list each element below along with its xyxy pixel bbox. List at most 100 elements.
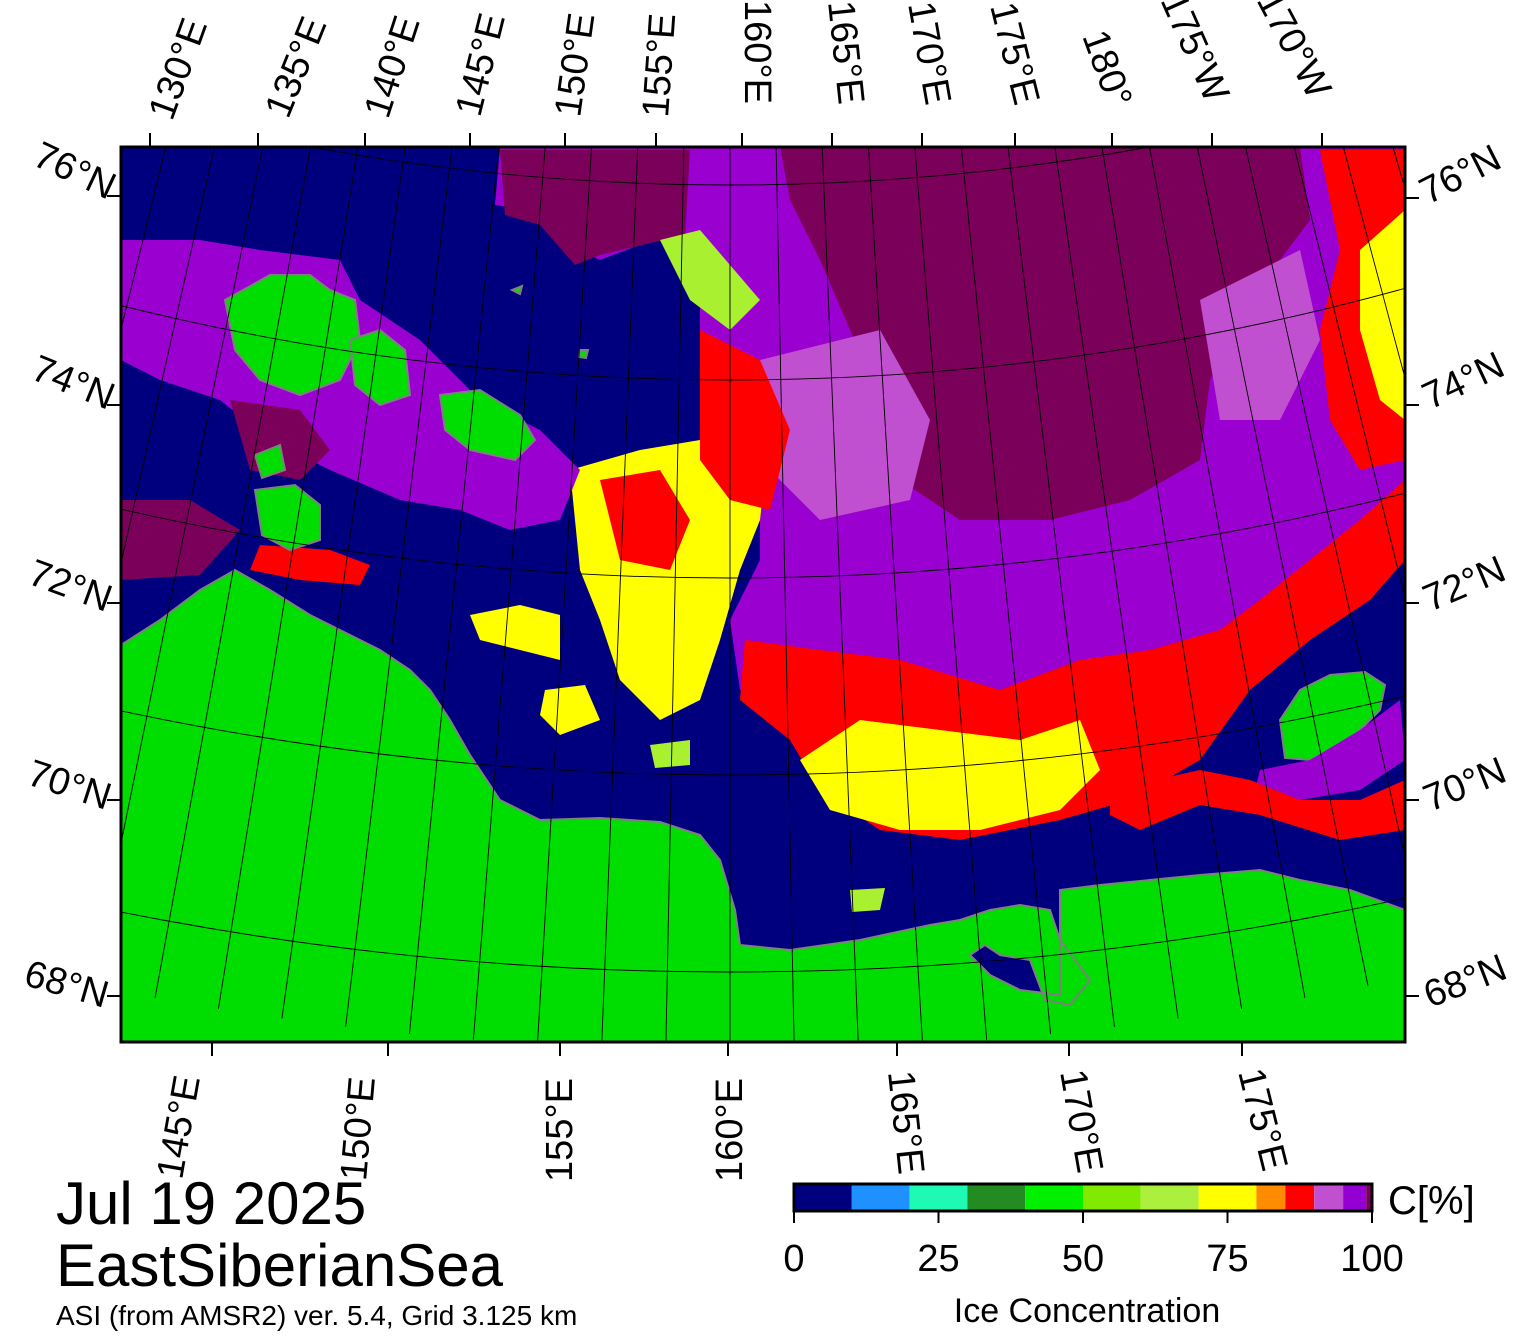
- island-novaya-sibir: [438, 388, 537, 462]
- lon-label-bottom: 150°E: [333, 1075, 384, 1182]
- graticule-meridian: [775, 147, 795, 1042]
- island-small: [509, 284, 524, 296]
- graticule-meridian: [281, 147, 406, 1019]
- graticule-meridian: [1196, 147, 1369, 986]
- lon-label-top: 170°W: [1248, 0, 1339, 105]
- lon-label-bottom: 170°E: [1051, 1066, 1110, 1176]
- colorbar-bin: [1140, 1184, 1199, 1211]
- colorbar-bin: [1285, 1184, 1315, 1211]
- lat-label-left: 74°N: [26, 348, 120, 419]
- lon-label-bottom: 175°E: [1229, 1064, 1295, 1175]
- marginal-ice-floe: [470, 605, 560, 660]
- right-latitude-labels: 76°N 74°N 72°N 70°N 68°N: [1413, 137, 1512, 1016]
- colorbar-tick-label: 75: [1206, 1238, 1248, 1280]
- lat-label-left: 70°N: [22, 752, 116, 818]
- lon-label-top: 180°: [1074, 25, 1140, 113]
- colorbar-bin: [1025, 1184, 1083, 1211]
- lon-label-top: 170°E: [899, 0, 958, 108]
- lon-label-top: 155°E: [635, 12, 684, 119]
- colorbar-bin: [851, 1184, 910, 1211]
- lon-label-bottom: 160°E: [709, 1078, 751, 1182]
- graticule-meridian: [217, 147, 359, 1009]
- graticule-meridian: [121, 147, 167, 332]
- map-frame: [119, 145, 1407, 1044]
- island-bunge: [348, 328, 412, 407]
- sea-ice-patch: [1200, 250, 1320, 420]
- graticule-meridian: [821, 147, 859, 1042]
- graticule-meridian: [868, 147, 923, 1042]
- graticule-meridian: [1293, 147, 1405, 600]
- sea-ice-patch: [760, 330, 930, 520]
- island-faddeyevsky: [253, 443, 287, 480]
- wrangel-red-band: [1110, 770, 1405, 840]
- colorbar-bin: [1198, 1184, 1257, 1211]
- graticule: [0, 8, 1527, 1042]
- top-longitude-labels: 130°E 135°E 140°E 145°E 150°E 155°E 160°…: [141, 0, 1339, 125]
- lon-label-top: 135°E: [257, 11, 335, 123]
- graticule-meridian: [1245, 147, 1405, 860]
- marginal-ice-central-red: [600, 470, 690, 570]
- lon-label-top: 175°W: [1152, 0, 1237, 108]
- graticule-meridian: [665, 147, 685, 1042]
- graticule-meridian: [914, 147, 988, 1040]
- lon-label-top: 160°E: [736, 0, 778, 104]
- lon-label-top: 165°E: [819, 0, 872, 106]
- graticule-meridian: [601, 147, 639, 1042]
- lon-label-bottom: 165°E: [879, 1069, 932, 1177]
- colorbar-tick-label: 100: [1340, 1238, 1403, 1280]
- graticule-meridian: [1496, 8, 1527, 866]
- colorbar-bins: [794, 1184, 1372, 1211]
- lon-label-top: 140°E: [357, 11, 429, 123]
- marginal-ice-floe: [850, 888, 885, 912]
- graticule-meridian: [0, 23, 7, 886]
- marginal-ice-yellow-south: [800, 720, 1100, 830]
- lat-label-right: 70°N: [1418, 750, 1512, 821]
- graticule-meridian: [960, 147, 1052, 1034]
- graticule-meridian: [1054, 147, 1179, 1019]
- colorbar-tick-label: 0: [783, 1238, 804, 1280]
- lon-label-bottom: 155°E: [539, 1078, 581, 1182]
- colorbar-tick-label: 25: [917, 1238, 959, 1280]
- marginal-ice-floe: [540, 685, 600, 735]
- graticule-meridian: [154, 147, 311, 999]
- lat-label-left: 76°N: [27, 134, 122, 208]
- colorbar-bin: [794, 1184, 852, 1211]
- archipelago-red-edge: [250, 545, 370, 585]
- marginal-ice-central-red: [700, 330, 790, 510]
- graticule-meridian: [121, 147, 215, 566]
- map-frame-ticks: [107, 133, 1419, 1056]
- left-latitude-labels: 76°N 74°N 72°N 70°N 68°N: [20, 134, 122, 1016]
- colorbar-tick-label: 50: [1062, 1238, 1104, 1280]
- marginal-ice-floe: [650, 740, 690, 768]
- lat-label-right: 74°N: [1416, 344, 1511, 418]
- wrangel-island: [1278, 670, 1387, 762]
- lon-label-top: 145°E: [448, 9, 514, 120]
- map-panel: [0, 8, 1527, 1042]
- map-region: EastSiberianSea: [56, 1232, 503, 1299]
- graticule-meridian: [345, 147, 453, 1027]
- graticule-meridian: [537, 147, 592, 1042]
- island-small: [577, 349, 590, 360]
- colorbar-bin: [1343, 1184, 1367, 1211]
- marginal-ice-central-green: [660, 230, 760, 330]
- archipelago-sea-ice-solid: [121, 500, 240, 580]
- bottom-longitude-labels: 145°E 150°E 155°E 160°E 165°E 170°E 175°…: [149, 1064, 1295, 1182]
- island-bolshoy-lyakhovsky: [253, 483, 321, 552]
- colorbar-bin: [1083, 1184, 1141, 1211]
- graticule-meridian: [1007, 147, 1115, 1027]
- colorbar-bin: [1256, 1184, 1286, 1211]
- graticule-meridian: [472, 147, 546, 1040]
- lat-label-right: 68°N: [1418, 947, 1512, 1017]
- colorbar-unit: C[%]: [1388, 1179, 1475, 1223]
- siberian-mainland: [121, 568, 1405, 1042]
- graticule-meridian: [1342, 147, 1405, 380]
- map-date: Jul 19 2025: [56, 1170, 367, 1237]
- colorbar-bin: [1314, 1184, 1344, 1211]
- colorbar-bin: [909, 1184, 968, 1211]
- lon-label-top: 130°E: [141, 13, 216, 125]
- graticule-meridian: [0, 62, 139, 941]
- lon-label-top: 175°E: [981, 0, 1047, 109]
- colorbar-ticks: 0 25 50 75 100: [783, 1211, 1404, 1280]
- graticule-meridian: [1149, 147, 1306, 999]
